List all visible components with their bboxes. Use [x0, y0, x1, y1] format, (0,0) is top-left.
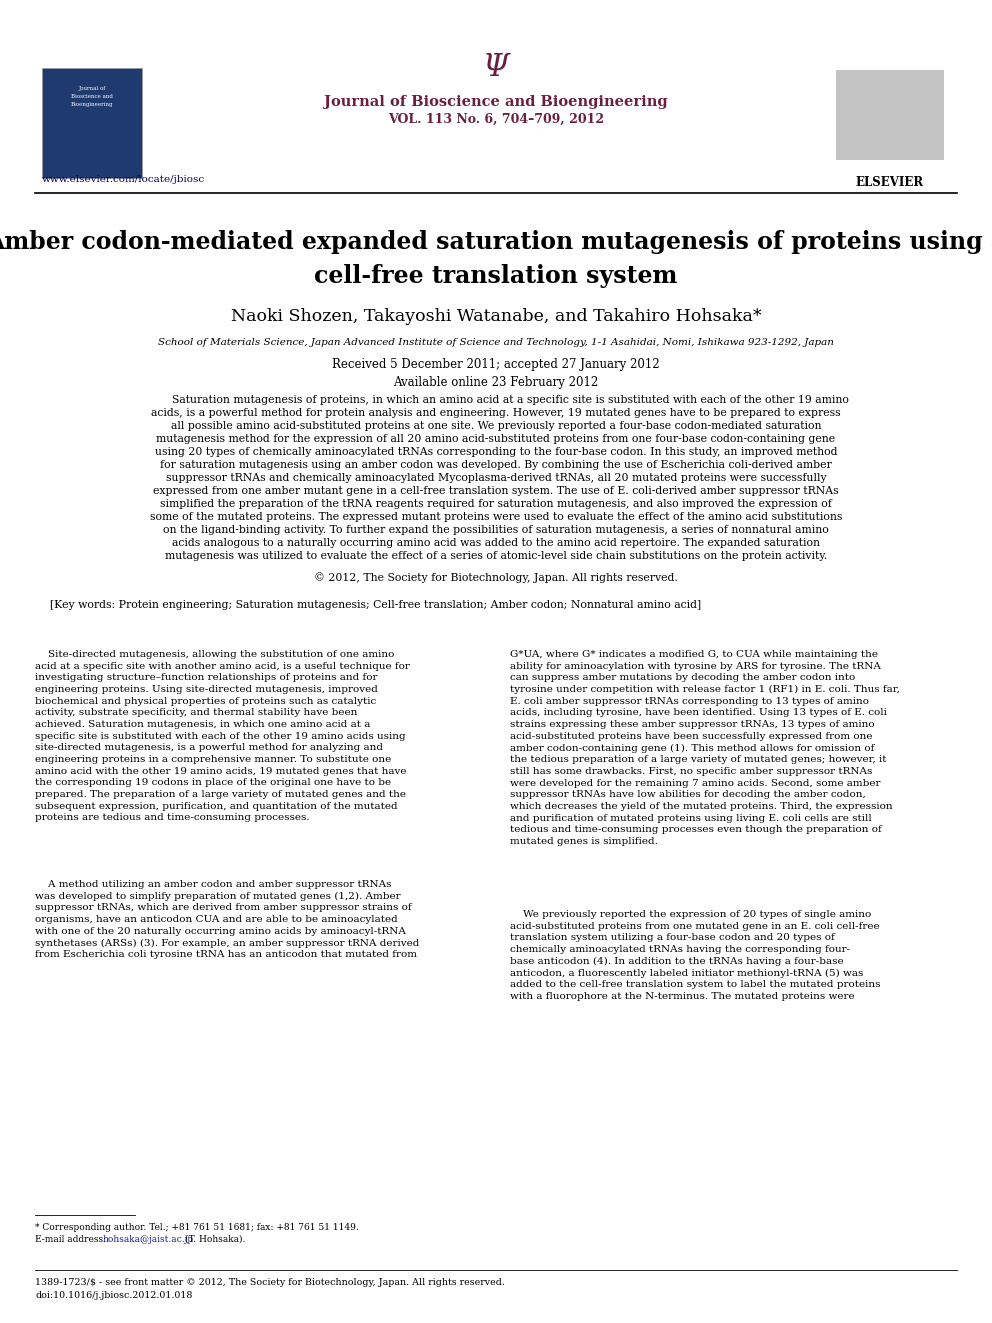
Text: Naoki Shozen, Takayoshi Watanabe, and Takahiro Hohsaka*: Naoki Shozen, Takayoshi Watanabe, and Ta… — [231, 308, 761, 325]
Text: We previously reported the expression of 20 types of single amino
acid-substitut: We previously reported the expression of… — [510, 910, 881, 1002]
Text: E-mail address:: E-mail address: — [35, 1234, 109, 1244]
Text: * Corresponding author. Tel.; +81 761 51 1681; fax: +81 761 51 1149.: * Corresponding author. Tel.; +81 761 51… — [35, 1222, 359, 1232]
Text: © 2012, The Society for Biotechnology, Japan. All rights reserved.: © 2012, The Society for Biotechnology, J… — [314, 572, 678, 582]
Text: VOL. 113 No. 6, 704–709, 2012: VOL. 113 No. 6, 704–709, 2012 — [388, 112, 604, 126]
Text: Saturation mutagenesis of proteins, in which an amino acid at a specific site is: Saturation mutagenesis of proteins, in w… — [144, 396, 848, 561]
Bar — [836, 70, 944, 160]
Text: Journal of Bioscience and Bioengineering: Journal of Bioscience and Bioengineering — [324, 95, 668, 108]
Text: School of Materials Science, Japan Advanced Institute of Science and Technology,: School of Materials Science, Japan Advan… — [158, 337, 834, 347]
Text: Site-directed mutagenesis, allowing the substitution of one amino
acid at a spec: Site-directed mutagenesis, allowing the … — [35, 650, 410, 822]
Text: Received 5 December 2011; accepted 27 January 2012
Available online 23 February : Received 5 December 2011; accepted 27 Ja… — [332, 359, 660, 389]
Text: hohsaka@jaist.ac.jp: hohsaka@jaist.ac.jp — [103, 1234, 194, 1244]
Bar — [42, 67, 142, 179]
Text: Bioscience and: Bioscience and — [71, 94, 113, 99]
Text: Bioengineering: Bioengineering — [70, 102, 113, 107]
Text: Ψ: Ψ — [483, 52, 509, 83]
Text: (T. Hohsaka).: (T. Hohsaka). — [185, 1234, 245, 1244]
Text: ELSEVIER: ELSEVIER — [856, 176, 925, 189]
Text: www.elsevier.com/locate/jbiosc: www.elsevier.com/locate/jbiosc — [42, 175, 205, 184]
Text: A method utilizing an amber codon and amber suppressor tRNAs
was developed to si: A method utilizing an amber codon and am… — [35, 880, 420, 959]
Text: [Key words: Protein engineering; Saturation mutagenesis; Cell-free translation; : [Key words: Protein engineering; Saturat… — [50, 601, 701, 610]
Text: 1389-1723/$ - see front matter © 2012, The Society for Biotechnology, Japan. All: 1389-1723/$ - see front matter © 2012, T… — [35, 1278, 505, 1299]
Text: Journal of: Journal of — [78, 86, 105, 91]
Text: G*UA, where G* indicates a modified G, to CUA while maintaining the
ability for : G*UA, where G* indicates a modified G, t… — [510, 650, 900, 845]
Text: Amber codon-mediated expanded saturation mutagenesis of proteins using a
cell-fr: Amber codon-mediated expanded saturation… — [0, 230, 992, 287]
